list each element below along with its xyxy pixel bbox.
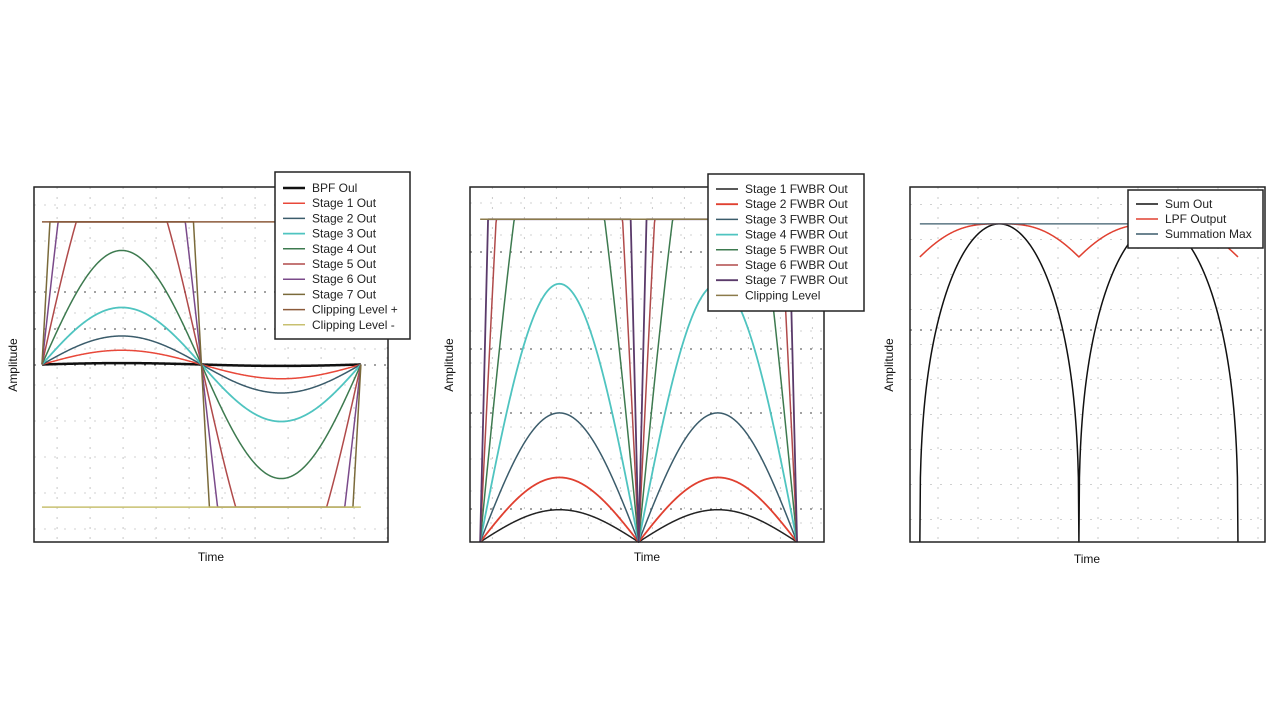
- legend-box: [274, 171, 411, 340]
- plot-frame: [469, 186, 825, 543]
- legend-label: Stage 6 FWBR Out: [745, 258, 848, 272]
- legend-item: Stage 2 FWBR Out: [716, 197, 848, 211]
- y-axis-label: Amplitude: [442, 338, 456, 392]
- legend-item: Clipping Level: [716, 288, 820, 302]
- series-group: [919, 223, 1239, 543]
- legend-item: BPF Oul: [283, 181, 357, 195]
- legend-box: [707, 173, 865, 312]
- legend-item: Stage 7 FWBR Out: [716, 273, 848, 287]
- legend-item: Sum Out: [1136, 197, 1213, 211]
- x-axis-label: Time: [198, 550, 225, 564]
- legend-item: Summation Max: [1136, 227, 1252, 241]
- legend-label: Stage 5 FWBR Out: [745, 243, 848, 257]
- series-line-sum-out: [919, 223, 1239, 543]
- legend-item: Stage 2 Out: [283, 211, 377, 225]
- legend-label: BPF Oul: [312, 181, 357, 195]
- legend-label: Stage 2 Out: [312, 211, 377, 225]
- legend-label: Stage 7 Out: [312, 287, 377, 301]
- plot-frame: [909, 186, 1266, 543]
- x-axis-label: Time: [634, 550, 661, 564]
- legend-item: Stage 5 Out: [283, 257, 377, 271]
- plot-frame: [33, 186, 389, 543]
- legend-item: Stage 1 FWBR Out: [716, 182, 848, 196]
- legend-item: Stage 6 FWBR Out: [716, 258, 848, 272]
- legend-item: Clipping Level -: [283, 318, 395, 332]
- legend-label: Stage 1 Out: [312, 196, 377, 210]
- legend-label: Stage 3 Out: [312, 227, 377, 241]
- legend-label: Summation Max: [1165, 227, 1252, 241]
- legend-item: LPF Output: [1136, 212, 1227, 226]
- legend-label: Stage 1 FWBR Out: [745, 182, 848, 196]
- legend-label: Clipping Level: [745, 288, 820, 302]
- y-axis-label: Amplitude: [882, 338, 896, 392]
- legend-label: Stage 2 FWBR Out: [745, 197, 848, 211]
- legend-label: Stage 6 Out: [312, 272, 377, 286]
- legend-label: Stage 4 Out: [312, 242, 377, 256]
- legend-item: Stage 3 FWBR Out: [716, 212, 848, 226]
- legend-item: Stage 3 Out: [283, 227, 377, 241]
- series-group: [41, 221, 362, 508]
- legend-label: Stage 4 FWBR Out: [745, 228, 848, 242]
- legend-item: Clipping Level +: [283, 303, 398, 317]
- legend-label: Stage 5 Out: [312, 257, 377, 271]
- legend-label: Sum Out: [1165, 197, 1213, 211]
- legend-label: LPF Output: [1165, 212, 1227, 226]
- legend-item: Stage 4 FWBR Out: [716, 228, 848, 242]
- legend-item: Stage 7 Out: [283, 287, 377, 301]
- legend-label: Clipping Level +: [312, 303, 398, 317]
- series-line-stage-4-fwbr-out: [479, 282, 798, 543]
- x-axis-label: Time: [1074, 552, 1101, 566]
- legend-item: Stage 5 FWBR Out: [716, 243, 848, 257]
- legend-item: Stage 4 Out: [283, 242, 377, 256]
- legend-label: Clipping Level -: [312, 318, 395, 332]
- legend-item: Stage 1 Out: [283, 196, 377, 210]
- y-axis-label: Amplitude: [6, 338, 20, 392]
- legend-item: Stage 6 Out: [283, 272, 377, 286]
- legend-label: Stage 3 FWBR Out: [745, 212, 848, 226]
- legend-label: Stage 7 FWBR Out: [745, 273, 848, 287]
